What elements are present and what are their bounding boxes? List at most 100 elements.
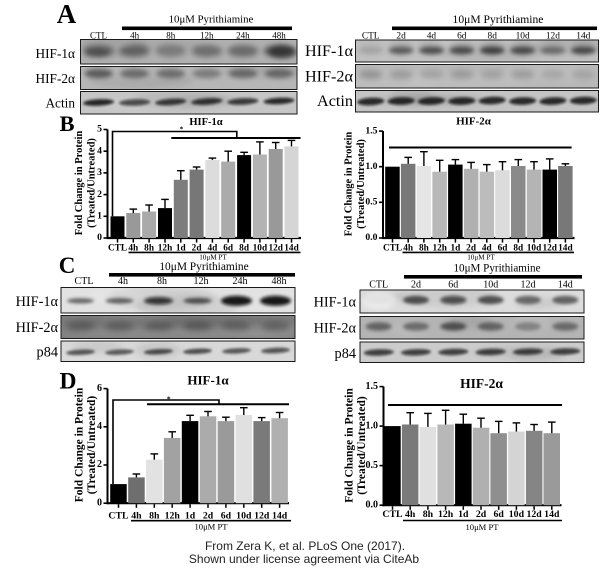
svg-text:0: 0 <box>97 232 102 243</box>
svg-text:1: 1 <box>97 211 102 222</box>
svg-text:10d: 10d <box>509 509 525 520</box>
svg-text:HIF-2α: HIF-2α <box>36 71 76 86</box>
svg-text:2d: 2d <box>411 280 421 291</box>
svg-text:4: 4 <box>97 421 102 432</box>
svg-text:12d: 12d <box>526 509 542 520</box>
svg-text:2d: 2d <box>203 510 214 521</box>
svg-text:14d: 14d <box>272 510 288 521</box>
svg-text:HIF-1α: HIF-1α <box>305 42 354 60</box>
svg-text:4: 4 <box>97 145 102 156</box>
svg-text:10μM Pyrithiamine: 10μM Pyrithiamine <box>454 263 541 275</box>
svg-text:CTL: CTL <box>383 244 402 254</box>
svg-text:12h: 12h <box>165 510 181 521</box>
svg-text:24h: 24h <box>236 31 250 41</box>
svg-text:8d: 8d <box>239 244 250 254</box>
svg-text:1.5: 1.5 <box>366 381 379 392</box>
svg-text:HIF-1α: HIF-1α <box>36 46 76 61</box>
svg-text:4h: 4h <box>130 31 140 41</box>
svg-text:CTL: CTL <box>362 32 380 42</box>
svg-text:10μM Pyrithiamine: 10μM Pyrithiamine <box>169 14 254 26</box>
svg-text:8h: 8h <box>423 509 434 520</box>
svg-text:(Treated/Untreated): (Treated/Untreated) <box>87 138 98 228</box>
svg-text:B: B <box>59 111 74 136</box>
svg-text:CTL: CTL <box>75 276 94 287</box>
svg-text:HIF-1α: HIF-1α <box>189 117 222 128</box>
svg-text:6: 6 <box>97 383 102 394</box>
svg-text:*: * <box>167 395 171 404</box>
svg-text:CTL: CTL <box>369 280 388 291</box>
svg-text:12h: 12h <box>438 509 454 520</box>
svg-text:2: 2 <box>97 189 102 200</box>
svg-text:HIF-2α: HIF-2α <box>460 376 503 391</box>
svg-text:CTL: CTL <box>108 510 129 521</box>
svg-text:8h: 8h <box>149 510 160 521</box>
svg-text:2d: 2d <box>396 32 406 42</box>
svg-text:5: 5 <box>97 124 102 135</box>
svg-text:6d: 6d <box>498 244 509 254</box>
svg-text:4h: 4h <box>118 276 128 287</box>
svg-text:4h: 4h <box>405 509 416 520</box>
svg-text:8h: 8h <box>157 276 167 287</box>
svg-text:4h: 4h <box>128 244 139 254</box>
svg-text:10μM PT: 10μM PT <box>467 253 495 261</box>
svg-text:14d: 14d <box>576 32 590 42</box>
svg-text:D: D <box>60 369 77 395</box>
svg-text:(Treated/Untreated): (Treated/Untreated) <box>86 396 98 495</box>
svg-text:10μM PT: 10μM PT <box>199 253 227 261</box>
svg-text:4h: 4h <box>403 244 414 254</box>
svg-text:4d: 4d <box>427 32 437 42</box>
svg-text:(Treated/Untreated): (Treated/Untreated) <box>356 396 368 495</box>
svg-text:p84: p84 <box>37 345 58 361</box>
svg-text:10d: 10d <box>516 32 530 42</box>
svg-text:48h: 48h <box>272 276 287 287</box>
svg-text:1d: 1d <box>185 510 196 521</box>
svg-text:12h: 12h <box>200 31 214 41</box>
svg-text:HIF-1α: HIF-1α <box>187 373 229 388</box>
svg-text:6d: 6d <box>221 510 232 521</box>
svg-text:0.5: 0.5 <box>365 197 377 208</box>
svg-text:2d: 2d <box>476 509 487 520</box>
svg-text:10d: 10d <box>236 510 252 521</box>
svg-text:10μM Pyrithiamine: 10μM Pyrithiamine <box>159 261 248 273</box>
svg-text:0.0: 0.0 <box>365 232 377 243</box>
svg-text:HIF-1α: HIF-1α <box>314 295 357 311</box>
svg-text:HIF-2α: HIF-2α <box>314 321 357 337</box>
svg-text:10μM Pyrithiamine: 10μM Pyrithiamine <box>453 13 544 26</box>
svg-text:Fold Change in Protein: Fold Change in Protein <box>74 131 85 236</box>
svg-text:0.0: 0.0 <box>366 499 379 510</box>
svg-text:8d: 8d <box>513 244 524 254</box>
svg-text:10d: 10d <box>483 280 498 291</box>
svg-text:1.0: 1.0 <box>366 420 379 431</box>
svg-text:HIF-2α: HIF-2α <box>16 320 59 336</box>
svg-text:0: 0 <box>97 497 102 508</box>
svg-text:8h: 8h <box>419 244 430 254</box>
svg-text:6d: 6d <box>494 509 505 520</box>
svg-text:2d: 2d <box>192 244 203 254</box>
svg-text:1.5: 1.5 <box>365 125 377 136</box>
svg-text:4d: 4d <box>482 244 493 254</box>
svg-text:*: * <box>180 125 184 133</box>
svg-text:2: 2 <box>97 459 102 470</box>
svg-text:10μM PT: 10μM PT <box>194 522 228 532</box>
svg-text:From Zera K, et al. PLoS One (: From Zera K, et al. PLoS One (2017). <box>205 539 405 553</box>
svg-text:12h: 12h <box>432 244 447 254</box>
svg-text:CTL: CTL <box>90 31 107 41</box>
svg-text:14d: 14d <box>558 244 573 254</box>
svg-text:12d: 12d <box>521 280 536 291</box>
svg-text:CTL: CTL <box>108 244 127 254</box>
svg-text:Fold Change in Protein: Fold Change in Protein <box>344 132 355 237</box>
svg-text:Fold Change in Protein: Fold Change in Protein <box>344 388 356 503</box>
svg-text:10d: 10d <box>253 244 268 254</box>
svg-text:14d: 14d <box>284 244 299 254</box>
svg-text:HIF-1α: HIF-1α <box>16 294 59 310</box>
svg-text:HIF-2α: HIF-2α <box>456 116 492 128</box>
svg-text:2d: 2d <box>466 244 477 254</box>
svg-text:A: A <box>57 0 77 29</box>
svg-text:4h: 4h <box>131 510 142 521</box>
svg-text:3: 3 <box>97 167 102 178</box>
svg-text:12d: 12d <box>542 244 557 254</box>
svg-text:12d: 12d <box>546 32 560 42</box>
svg-text:8h: 8h <box>144 244 155 254</box>
svg-text:8d: 8d <box>488 32 498 42</box>
svg-text:1d: 1d <box>176 244 187 254</box>
